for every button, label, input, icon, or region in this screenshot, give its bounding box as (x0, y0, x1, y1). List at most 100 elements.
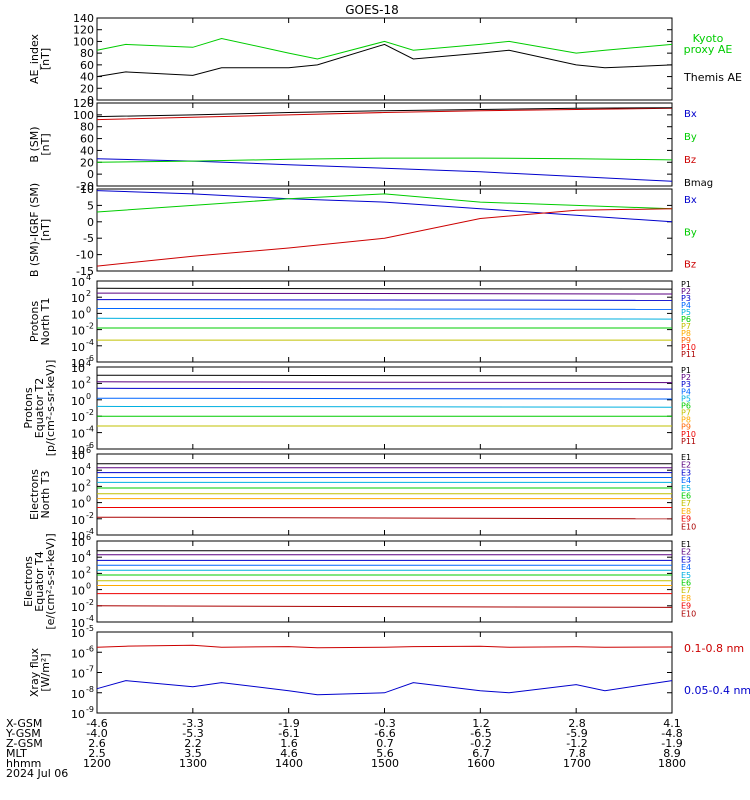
y-tick-label: 10 (71, 585, 85, 598)
legend-label: Bmag (684, 178, 713, 189)
orbit-value: 2.5 (88, 747, 106, 760)
series-line-p4 (96, 308, 673, 310)
series-line-p1 (96, 287, 673, 290)
panel-frame (96, 17, 673, 101)
y-tick-exponent: -2 (86, 511, 94, 520)
y-axis-label: Protons (22, 387, 35, 428)
y-axis-label: B (SM) (28, 126, 41, 162)
orbit-value: -0.2 (470, 737, 491, 750)
y-axis-label: [nT] (39, 219, 52, 241)
orbit-value: -4.0 (86, 727, 107, 740)
orbit-value: -1.9 (278, 717, 299, 730)
legend-label: Bx (684, 109, 697, 120)
orbit-value: 1600 (467, 757, 495, 770)
legend-label: P8 (681, 416, 691, 425)
y-tick-label: 120 (73, 24, 94, 37)
orbit-value: 6.7 (472, 747, 490, 760)
legend-label: E3 (681, 468, 691, 477)
y-axis-label: [p/(cm²-s-sr-keV)] (44, 360, 57, 457)
orbit-row-label: X-GSM (6, 717, 42, 730)
orbit-value: 1400 (275, 757, 303, 770)
orbit-value: 2.6 (88, 737, 106, 750)
y-axis-label: [nT] (39, 133, 52, 155)
panel-frame (96, 540, 673, 623)
y-tick-label: 10 (71, 617, 85, 630)
legend-label: Themis AE (683, 71, 742, 84)
orbit-value: 1200 (83, 757, 111, 770)
y-tick-label: 10 (71, 378, 85, 391)
y-axis-label: North T3 (39, 471, 52, 519)
legend-label: P8 (681, 329, 691, 338)
y-axis-label: [nT] (39, 48, 52, 70)
y-tick-label: 80 (80, 47, 94, 60)
y-tick-label: 10 (71, 444, 85, 457)
series-line-bz (96, 107, 673, 121)
y-tick-label: 10 (71, 688, 85, 701)
y-tick-exponent: -4 (86, 425, 94, 434)
orbit-value: -1.2 (566, 737, 587, 750)
y-tick-label: 60 (80, 133, 94, 146)
y-tick-exponent: 2 (86, 289, 91, 298)
legend-label: P9 (681, 423, 691, 432)
orbit-value: 3.5 (184, 747, 202, 760)
y-tick-exponent: -2 (86, 322, 94, 331)
legend-label: P5 (681, 308, 691, 317)
y-tick-exponent: -2 (86, 408, 94, 417)
y-axis-label: Protons (28, 301, 41, 342)
legend-label: Kyoto (693, 32, 724, 45)
y-tick-exponent: -7 (86, 665, 94, 674)
y-tick-exponent: -9 (86, 705, 94, 714)
series-line-p4 (96, 397, 673, 400)
series-line-bz (96, 208, 673, 267)
y-tick-label: 10 (71, 530, 85, 543)
legend-label: By (684, 132, 697, 143)
chart-title: GOES-18 (345, 3, 399, 17)
series-line-p3 (96, 387, 673, 390)
y-tick-label: 20 (80, 82, 94, 95)
y-axis-label: North T1 (39, 298, 52, 346)
y-tick-exponent: 2 (86, 375, 91, 384)
orbit-value: -4.6 (86, 717, 107, 730)
date-label: 2024 Jul 06 (6, 767, 68, 780)
orbit-value: -5.3 (182, 727, 203, 740)
y-tick-label: 140 (73, 12, 94, 25)
y-tick-label: 10 (71, 568, 85, 581)
legend-label: E2 (681, 461, 691, 470)
legend-label: P1 (681, 280, 691, 289)
panel-frame (96, 631, 673, 714)
orbit-value: -1.9 (661, 737, 682, 750)
series-line-0-05-0-4-nm (96, 680, 673, 696)
y-tick-label: 10 (71, 276, 85, 289)
legend-label: P7 (681, 322, 691, 331)
y-tick-label: 10 (80, 183, 94, 196)
y-tick-label: -10 (76, 249, 94, 262)
legend-label: E6 (681, 492, 691, 501)
legend-label: P10 (681, 430, 696, 439)
series-line-0-1-0-8-nm (96, 644, 673, 649)
legend-label: proxy AE (684, 43, 733, 56)
orbit-value: 1800 (658, 757, 686, 770)
legend-label: P11 (681, 350, 696, 359)
y-tick-exponent: -4 (86, 614, 94, 623)
orbit-value: 4.6 (280, 747, 298, 760)
series-line-bmag (96, 107, 673, 118)
legend-label: P2 (681, 373, 691, 382)
orbit-row-label: Y-GSM (5, 727, 41, 740)
y-tick-exponent: 6 (86, 533, 91, 542)
legend-label: P9 (681, 336, 691, 345)
y-tick-exponent: 4 (86, 462, 91, 471)
legend-label: E1 (681, 453, 691, 462)
y-tick-label: 10 (71, 465, 85, 478)
y-axis-label: [W/m²] (39, 653, 52, 691)
legend-label: P1 (681, 366, 691, 375)
y-tick-label: 10 (71, 395, 85, 408)
y-axis-label: AE_index (28, 33, 41, 84)
legend-label: E10 (681, 609, 696, 618)
y-tick-exponent: 0 (86, 582, 91, 591)
orbit-value: 2.2 (184, 737, 202, 750)
